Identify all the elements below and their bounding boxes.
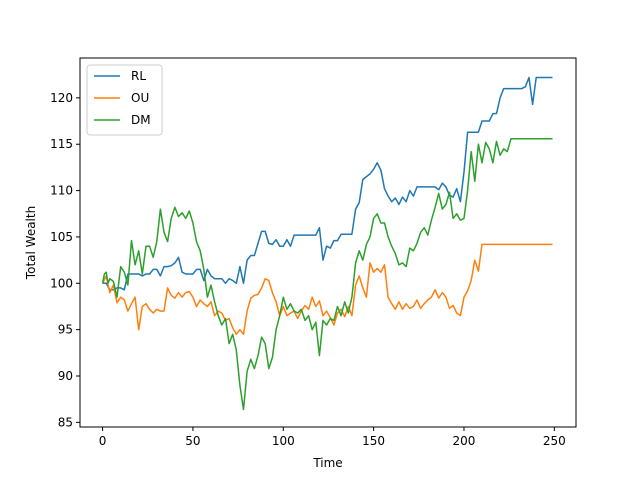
x-tick-label: 200 xyxy=(453,434,476,448)
y-tick-label: 110 xyxy=(50,184,73,198)
y-tick-label: 115 xyxy=(50,137,73,151)
legend-label-dm: DM xyxy=(131,113,151,127)
y-axis-label: Total Wealth xyxy=(24,206,38,280)
legend-label-ou: OU xyxy=(131,91,149,105)
legend-label-rl: RL xyxy=(131,69,146,83)
x-tick-label: 150 xyxy=(362,434,385,448)
y-tick-label: 85 xyxy=(58,415,73,429)
y-tick-label: 95 xyxy=(58,323,73,337)
y-tick-label: 100 xyxy=(50,276,73,290)
x-tick-label: 0 xyxy=(99,434,107,448)
y-axis: 85 90 95 100 105 110 115 120 xyxy=(50,91,80,429)
legend-box xyxy=(86,64,163,136)
plot-frame xyxy=(79,57,577,428)
y-tick-label: 120 xyxy=(50,91,73,105)
legend: RL OU DM xyxy=(86,64,163,136)
series-line-dm xyxy=(101,137,553,411)
x-tick-label: 50 xyxy=(185,434,200,448)
y-tick-label: 105 xyxy=(50,230,73,244)
x-tick-label: 100 xyxy=(272,434,295,448)
series-line-rl xyxy=(102,76,553,291)
series-layer xyxy=(101,76,553,411)
x-axis: 0 50 100 150 200 250 xyxy=(99,427,566,448)
x-tick-label: 250 xyxy=(543,434,566,448)
x-axis-label: Time xyxy=(312,456,342,470)
y-tick-label: 90 xyxy=(58,369,73,383)
